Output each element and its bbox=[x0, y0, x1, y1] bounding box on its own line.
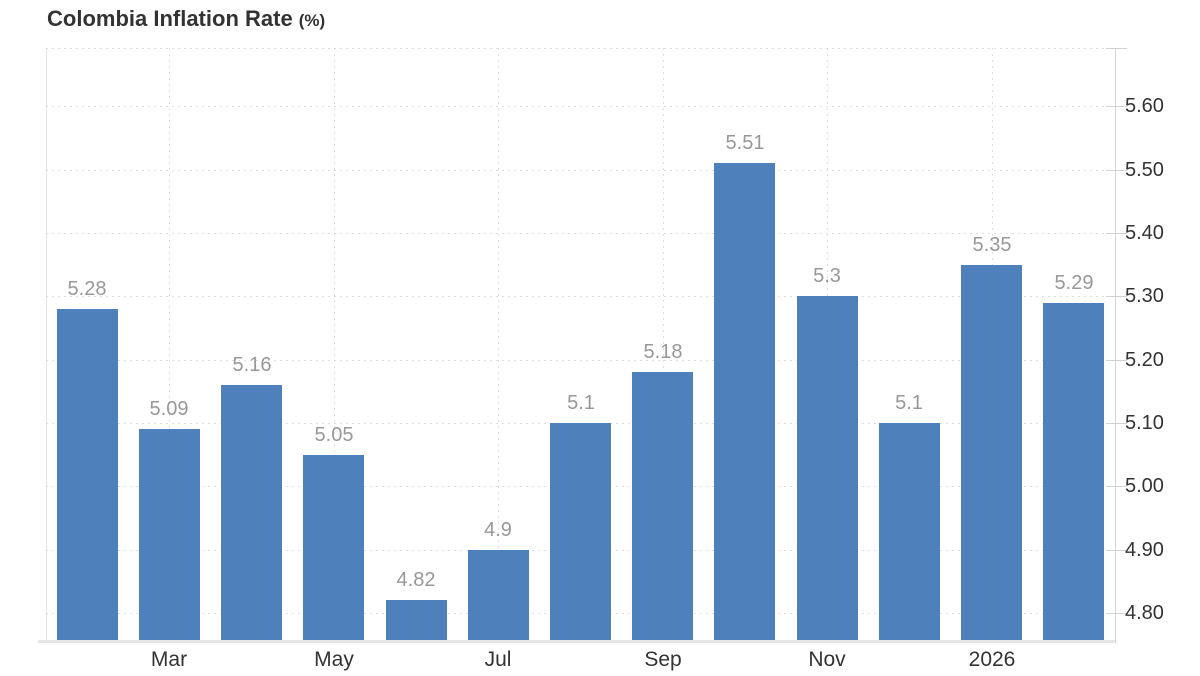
y-axis-tick bbox=[1106, 613, 1127, 614]
bar[interactable] bbox=[221, 385, 282, 641]
gridline-v bbox=[169, 48, 170, 641]
y-axis-tick-label: 5.00 bbox=[1125, 475, 1164, 497]
bar[interactable] bbox=[303, 455, 364, 641]
chart-title-unit: (%) bbox=[298, 11, 326, 30]
bar[interactable] bbox=[386, 600, 447, 641]
chart-title: Colombia Inflation Rate (%) bbox=[47, 6, 325, 32]
y-axis-tick-label: 5.40 bbox=[1125, 222, 1164, 244]
bar[interactable] bbox=[550, 423, 611, 641]
y-axis-tick-label: 5.10 bbox=[1125, 412, 1164, 434]
y-axis-tick bbox=[1106, 423, 1127, 424]
y-axis-line-left bbox=[46, 48, 47, 641]
bar[interactable] bbox=[468, 550, 529, 641]
y-axis-tick-label: 4.80 bbox=[1125, 602, 1164, 624]
y-axis-tick bbox=[1106, 233, 1127, 234]
bar[interactable] bbox=[632, 372, 693, 641]
y-axis-tick-label: 5.20 bbox=[1125, 349, 1164, 371]
y-axis-tick bbox=[1106, 170, 1127, 171]
gridline-h bbox=[46, 170, 1115, 171]
y-axis-tick-label: 5.60 bbox=[1125, 95, 1164, 117]
bar-value-label: 5.18 bbox=[643, 341, 683, 363]
bar-value-label: 5.29 bbox=[1054, 272, 1094, 294]
y-axis-tick bbox=[1106, 296, 1127, 297]
y-axis-tick-label: 5.30 bbox=[1125, 285, 1164, 307]
gridline-h bbox=[46, 233, 1115, 234]
bar-value-label: 5.09 bbox=[149, 398, 189, 420]
gridline-h bbox=[46, 360, 1115, 361]
bar-value-label: 5.28 bbox=[67, 278, 107, 300]
y-axis-tick bbox=[1106, 550, 1127, 551]
gridline-v bbox=[334, 48, 335, 641]
bar-value-label: 5.51 bbox=[725, 132, 765, 154]
x-axis-tick-label: Jul bbox=[484, 648, 512, 671]
bar-value-label: 5.3 bbox=[813, 265, 841, 287]
x-axis-tick-label: Sep bbox=[644, 648, 682, 671]
bar-value-label: 4.9 bbox=[484, 519, 512, 541]
bar-value-label: 5.1 bbox=[895, 392, 923, 414]
gridline-h bbox=[46, 296, 1115, 297]
bar[interactable] bbox=[879, 423, 940, 641]
y-axis-tick bbox=[1106, 48, 1127, 49]
y-axis-tick-label: 4.90 bbox=[1125, 539, 1164, 561]
plot-border-top bbox=[46, 48, 1115, 49]
y-axis-line-right bbox=[1115, 48, 1116, 643]
y-axis-tick bbox=[1106, 106, 1127, 107]
gridline-v bbox=[663, 48, 664, 641]
bar[interactable] bbox=[139, 429, 200, 641]
bar-value-label: 5.05 bbox=[314, 424, 354, 446]
bar[interactable] bbox=[797, 296, 858, 641]
bar-value-label: 5.16 bbox=[232, 354, 272, 376]
chart-title-text: Colombia Inflation Rate bbox=[47, 6, 293, 31]
bar[interactable] bbox=[961, 265, 1022, 641]
x-axis-line bbox=[38, 640, 1115, 643]
bar-value-label: 4.82 bbox=[396, 569, 436, 591]
bar[interactable] bbox=[57, 309, 118, 641]
bar[interactable] bbox=[1043, 303, 1104, 641]
x-axis-tick-label: Mar bbox=[150, 648, 188, 671]
gridline-v bbox=[498, 48, 499, 641]
bar[interactable] bbox=[714, 163, 775, 641]
x-axis-tick-label: Nov bbox=[808, 648, 846, 671]
bar-value-label: 5.1 bbox=[567, 392, 595, 414]
x-axis-tick-label: 2026 bbox=[968, 648, 1016, 671]
y-axis-tick bbox=[1106, 360, 1127, 361]
x-axis-tick-label: May bbox=[314, 648, 354, 671]
y-axis-tick-label: 5.50 bbox=[1125, 159, 1164, 181]
y-axis-tick bbox=[1106, 486, 1127, 487]
gridline-h bbox=[46, 106, 1115, 107]
bar-value-label: 5.35 bbox=[972, 234, 1012, 256]
